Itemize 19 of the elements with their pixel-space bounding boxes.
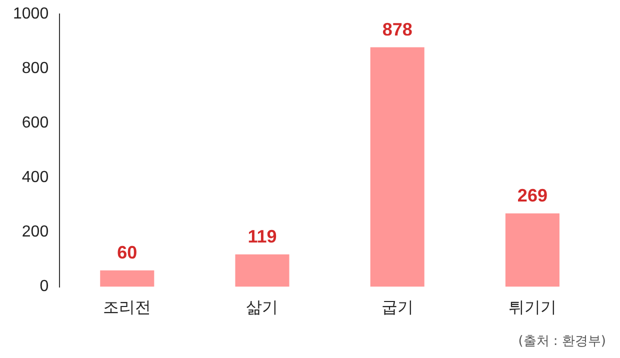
text: (출처 : 환경부) [518, 333, 606, 350]
bar [235, 254, 290, 287]
data-label: 878 [382, 19, 412, 40]
x-tick-label: 조리전 [103, 298, 152, 317]
data-label: 119 [248, 226, 277, 246]
x-tick-label: 삶기 [246, 298, 278, 317]
bar [370, 47, 424, 287]
bar [100, 270, 154, 287]
y-tick-label: 0 [40, 278, 49, 296]
y-tick-label: 800 [22, 60, 49, 77]
data-label: 269 [517, 185, 548, 206]
x-tick-label: 튀기기 [508, 298, 556, 317]
y-tick-label: 400 [22, 169, 49, 186]
y-tick-label: 200 [22, 224, 49, 241]
y-tick-label: 1000 [13, 5, 49, 22]
x-tick-label: 굽기 [381, 298, 414, 317]
bar [505, 213, 560, 287]
y-tick-label: 600 [22, 114, 49, 132]
data-label: 60 [117, 242, 138, 262]
